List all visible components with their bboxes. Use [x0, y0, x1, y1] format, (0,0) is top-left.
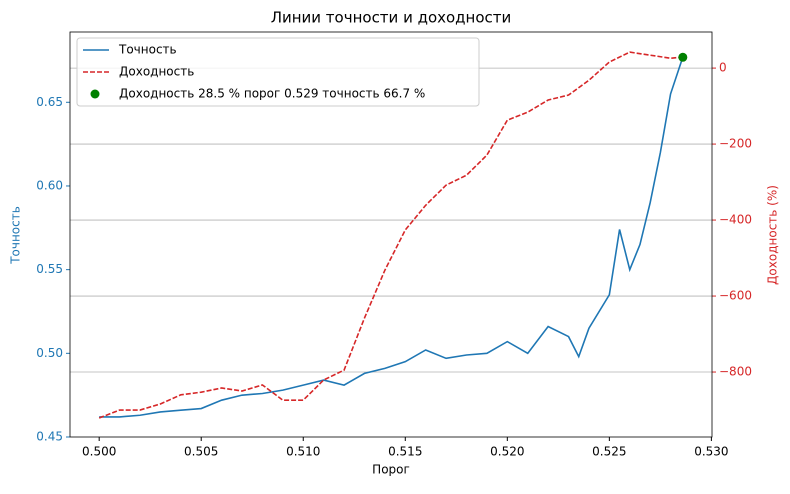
- legend-label: Точность: [118, 43, 177, 57]
- y-axis-label: Точность: [9, 206, 23, 265]
- x-tick-label: 0.515: [388, 445, 422, 459]
- chart-title: Линии точности и доходности: [271, 9, 512, 27]
- x-tick-label: 0.520: [490, 445, 524, 459]
- legend-label: Доходность 28.5 % порог 0.529 точность 6…: [119, 87, 425, 101]
- y-tick-label: 0.65: [36, 95, 63, 109]
- legend-label: Доходность: [119, 65, 194, 79]
- legend-marker: [90, 89, 100, 99]
- y-tick-label: 0.45: [36, 430, 63, 444]
- legend-box: [76, 37, 480, 107]
- x-tick-label: 0.510: [286, 445, 320, 459]
- x-tick-label: 0.500: [82, 445, 116, 459]
- point: [678, 52, 688, 62]
- y-tick-label: 0.50: [36, 346, 63, 360]
- y2-tick-label: −400: [719, 213, 752, 227]
- y2-axis-label: Доходность (%): [766, 185, 780, 285]
- line: [98, 51, 683, 419]
- x-tick-label: 0.505: [184, 445, 218, 459]
- x-tick-label: 0.525: [592, 445, 626, 459]
- y2-tick-label: −200: [719, 137, 752, 151]
- line: [99, 56, 684, 418]
- y2-tick-label: 0: [719, 61, 727, 75]
- y-tick-label: 0.55: [36, 262, 63, 276]
- x-axis-label: Порог: [372, 463, 410, 477]
- plot-frame: [69, 31, 713, 438]
- x-tick-label: 0.530: [694, 445, 728, 459]
- y-tick-label: 0.60: [36, 178, 63, 192]
- y2-tick-label: −800: [719, 365, 752, 379]
- y2-tick-label: −600: [719, 289, 752, 303]
